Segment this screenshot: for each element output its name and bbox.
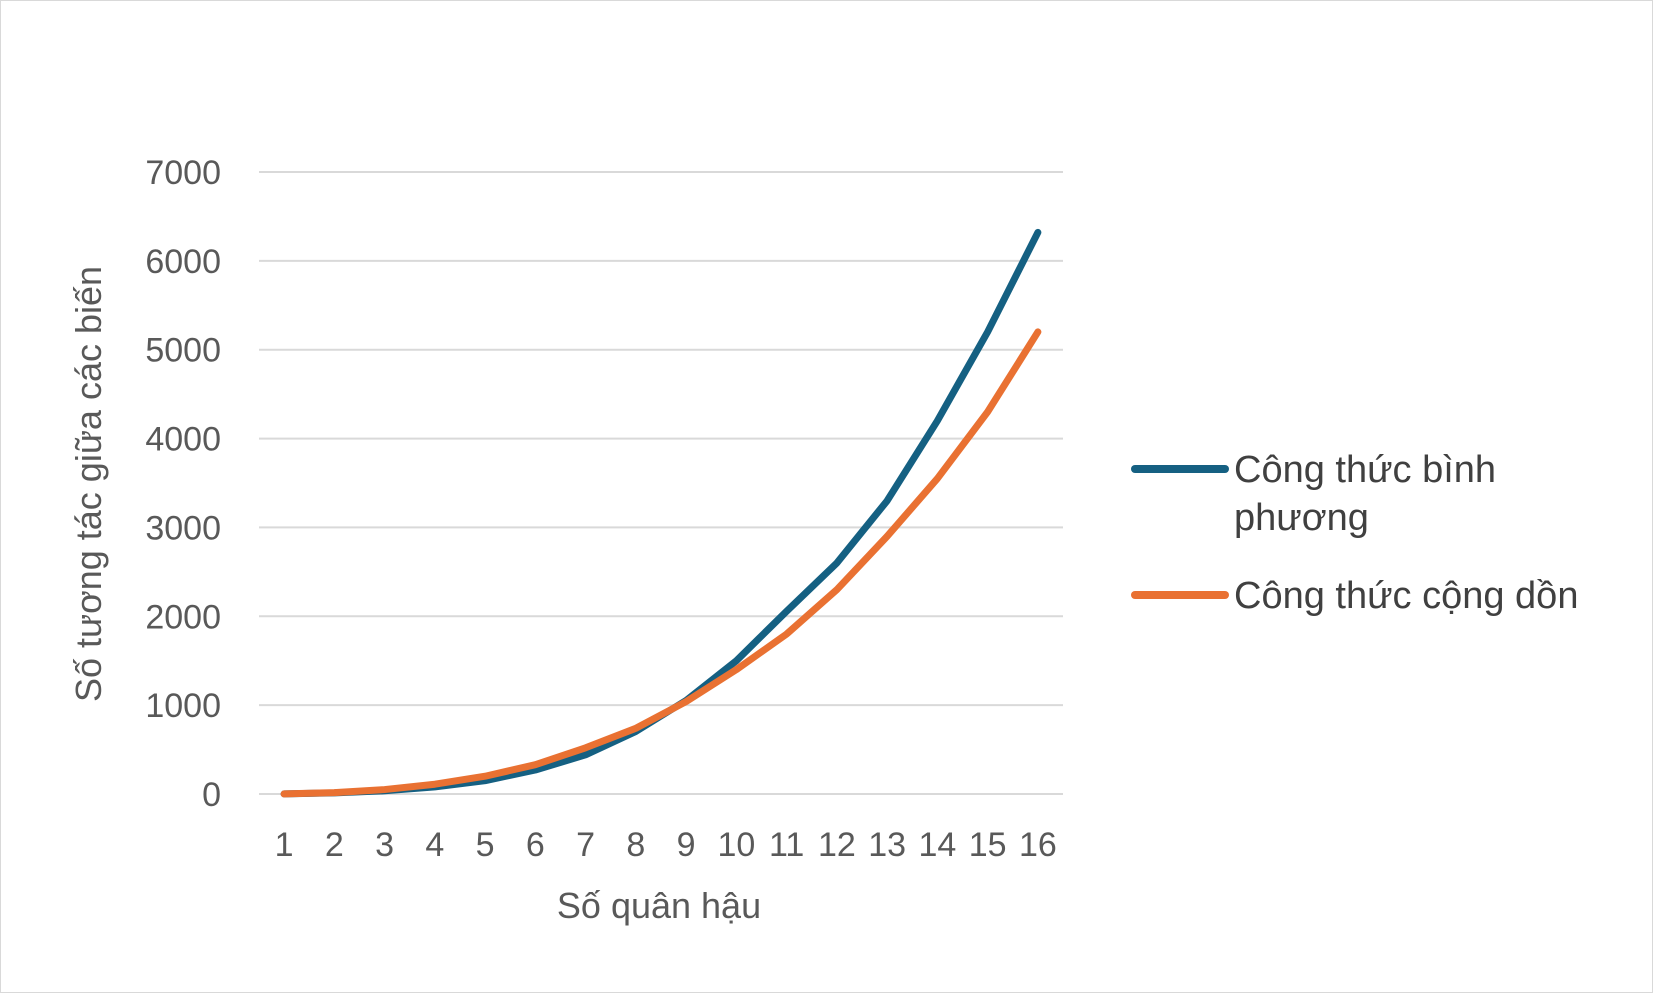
data-point <box>886 500 888 502</box>
y-axis-ticks: 0 1000 2000 3000 4000 5000 6000 7000 <box>145 154 221 814</box>
x-tick-label: 1 <box>275 826 294 864</box>
series-lines <box>280 228 1042 798</box>
x-tick-label: 11 <box>769 826 804 864</box>
x-tick-label: 15 <box>969 826 1007 864</box>
data-point <box>1037 331 1039 333</box>
series-line <box>280 328 1042 798</box>
data-point <box>635 727 637 729</box>
data-point <box>987 411 989 413</box>
data-point <box>534 769 536 771</box>
data-point <box>333 792 335 794</box>
x-axis-title: Số quân hậu <box>557 885 761 926</box>
x-tick-label: 16 <box>1019 826 1057 864</box>
legend: Công thức bình phương Công thức cộng dồn <box>1131 449 1578 617</box>
y-axis-title: Số tương tác giữa các biến <box>68 266 109 702</box>
data-point <box>1037 231 1039 233</box>
x-tick-label: 13 <box>868 826 906 864</box>
data-point <box>585 754 587 756</box>
legend-label: Công thức bình phương <box>1234 449 1496 539</box>
data-point <box>283 793 285 795</box>
x-tick-label: 4 <box>425 826 444 864</box>
gridlines <box>259 171 1063 795</box>
data-point <box>786 633 788 635</box>
x-tick-label: 5 <box>476 826 495 864</box>
y-tick-label: 4000 <box>145 421 221 459</box>
data-point <box>936 420 938 422</box>
x-tick-label: 14 <box>918 826 956 864</box>
data-point <box>434 783 436 785</box>
data-point <box>886 535 888 537</box>
y-tick-label: 2000 <box>145 598 221 636</box>
y-tick-label: 5000 <box>145 332 221 370</box>
data-point <box>836 589 838 591</box>
legend-item: Công thức cộng dồn <box>1131 575 1578 617</box>
x-tick-label: 7 <box>576 826 595 864</box>
y-tick-label: 3000 <box>145 509 221 547</box>
x-tick-label: 12 <box>818 826 856 864</box>
data-point <box>936 478 938 480</box>
data-point <box>786 610 788 612</box>
data-point <box>384 789 386 791</box>
x-tick-label: 9 <box>677 826 696 864</box>
series-2 <box>280 328 1042 798</box>
data-point <box>735 669 737 671</box>
data-point <box>585 747 587 749</box>
data-point <box>735 660 737 662</box>
x-tick-label: 8 <box>626 826 645 864</box>
data-point <box>484 775 486 777</box>
data-point <box>534 764 536 766</box>
y-tick-label: 0 <box>202 776 221 814</box>
data-point <box>484 780 486 782</box>
y-tick-label: 6000 <box>145 243 221 281</box>
data-point <box>836 562 838 564</box>
series-1 <box>280 228 1042 798</box>
y-tick-label: 1000 <box>145 687 221 725</box>
x-tick-label: 6 <box>526 826 545 864</box>
data-point <box>987 331 989 333</box>
legend-item: Công thức bình phương <box>1131 449 1496 539</box>
data-point <box>685 701 687 703</box>
series-line <box>280 228 1042 798</box>
x-tick-label: 2 <box>325 826 344 864</box>
y-tick-label: 7000 <box>145 154 221 192</box>
x-tick-label: 10 <box>717 826 755 864</box>
x-tick-label: 3 <box>375 826 394 864</box>
legend-label: Công thức cộng dồn <box>1234 575 1578 617</box>
x-axis-ticks: 1 2 3 4 5 6 7 8 9 10 11 12 13 14 15 16 <box>275 826 1057 864</box>
